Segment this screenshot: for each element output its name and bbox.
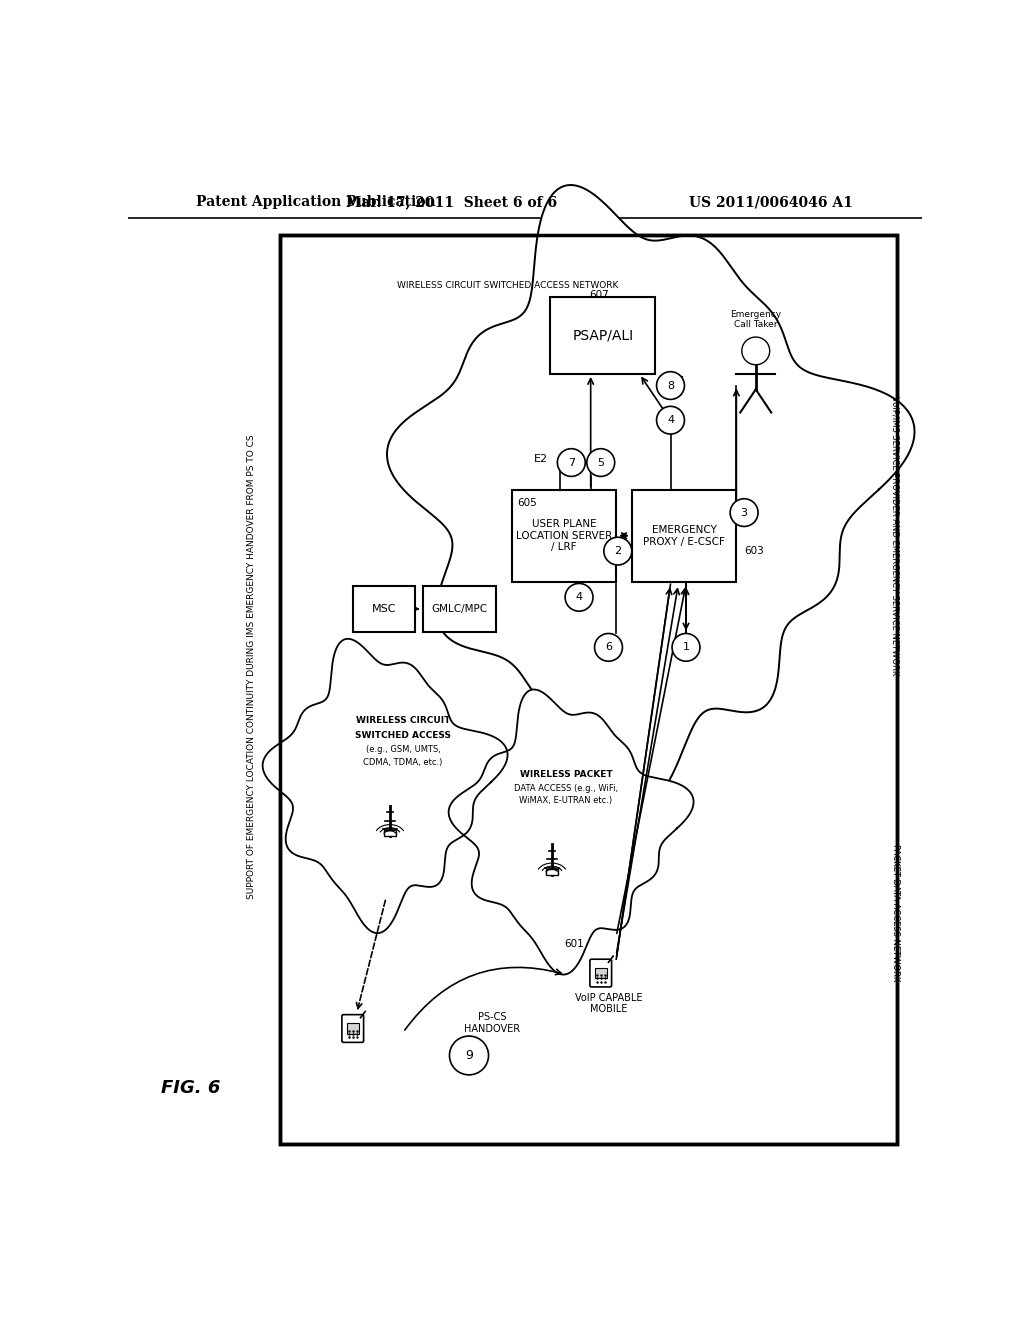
Text: 601: 601 [564, 939, 584, 949]
Text: Patent Application Publication: Patent Application Publication [197, 195, 436, 210]
Text: Emergency
Call Taker: Emergency Call Taker [730, 310, 781, 330]
Text: MOBILE: MOBILE [590, 1005, 627, 1014]
Bar [550, 297, 655, 374]
Text: 6: 6 [605, 643, 612, 652]
Text: FIG. 6: FIG. 6 [161, 1078, 220, 1097]
Circle shape [450, 1036, 488, 1074]
Polygon shape [262, 639, 508, 933]
Text: PSAP/ALI: PSAP/ALI [572, 329, 633, 342]
Text: 8: 8 [667, 380, 674, 391]
Circle shape [557, 449, 586, 477]
Text: USER PLANE
LOCATION SERVER
/ LRF: USER PLANE LOCATION SERVER / LRF [516, 519, 612, 552]
Circle shape [595, 634, 623, 661]
Polygon shape [387, 185, 914, 810]
Text: WIRELESS CIRCUIT: WIRELESS CIRCUIT [356, 715, 451, 725]
Bar [352, 586, 415, 632]
Text: PACKET DATA ACCESS NETWORK: PACKET DATA ACCESS NETWORK [891, 845, 900, 982]
Bar [512, 490, 616, 582]
Bar [546, 869, 558, 875]
Text: WIRELESS CIRCUIT SWITCHED ACCESS NETWORK: WIRELESS CIRCUIT SWITCHED ACCESS NETWORK [397, 281, 618, 290]
Text: 5: 5 [597, 458, 604, 467]
Circle shape [741, 337, 770, 364]
Text: DATA ACCESS (e.g., WiFi,: DATA ACCESS (e.g., WiFi, [514, 784, 617, 793]
Text: WiMAX, E-UTRAN etc.): WiMAX, E-UTRAN etc.) [519, 796, 612, 805]
Text: SWITCHED ACCESS: SWITCHED ACCESS [355, 731, 452, 741]
Bar [280, 235, 897, 1144]
Circle shape [656, 372, 684, 400]
Bar [384, 830, 396, 836]
Circle shape [565, 583, 593, 611]
Text: CDMA, TDMA, etc.): CDMA, TDMA, etc.) [364, 758, 442, 767]
FancyBboxPatch shape [590, 960, 611, 987]
Text: EMERGENCY
PROXY / E-CSCF: EMERGENCY PROXY / E-CSCF [643, 525, 725, 546]
Bar [632, 490, 736, 582]
Text: SUPPORT OF EMERGENCY LOCATION CONTINUITY DURING IMS EMERGENCY HANDOVER FROM PS T: SUPPORT OF EMERGENCY LOCATION CONTINUITY… [248, 434, 256, 899]
Text: Mar. 17, 2011  Sheet 6 of 6: Mar. 17, 2011 Sheet 6 of 6 [346, 195, 557, 210]
Text: 7: 7 [567, 458, 574, 467]
Text: GMLC/MPC: GMLC/MPC [431, 603, 487, 614]
Circle shape [656, 407, 684, 434]
Polygon shape [449, 689, 693, 974]
Bar [595, 968, 607, 978]
Text: 9: 9 [465, 1049, 473, 1063]
Circle shape [604, 537, 632, 565]
Text: E2: E2 [534, 454, 548, 463]
Text: US 2011/0064046 A1: US 2011/0064046 A1 [689, 195, 853, 210]
Text: 605: 605 [517, 499, 538, 508]
Text: 4: 4 [575, 593, 583, 602]
Text: 1: 1 [683, 643, 689, 652]
Bar [423, 586, 496, 632]
Text: 4: 4 [667, 416, 674, 425]
Bar [280, 235, 897, 1144]
Text: PS-CS: PS-CS [478, 1012, 507, 1022]
Circle shape [730, 499, 758, 527]
Text: 607: 607 [589, 290, 608, 301]
Circle shape [672, 634, 700, 661]
Text: VoIP CAPABLE: VoIP CAPABLE [574, 993, 642, 1003]
Text: (e.g., GSM, UMTS,: (e.g., GSM, UMTS, [366, 746, 440, 754]
Text: MSC: MSC [372, 603, 396, 614]
Text: 603: 603 [744, 546, 764, 556]
Text: 2: 2 [614, 546, 622, 556]
Circle shape [587, 449, 614, 477]
Text: VoIP/IMS SERVICE PROVIDER AND EMERGENCY SERVICE NETWORK: VoIP/IMS SERVICE PROVIDER AND EMERGENCY … [891, 396, 900, 676]
Bar [346, 1023, 359, 1034]
Text: HANDOVER: HANDOVER [464, 1023, 520, 1034]
Text: WIRELESS PACKET: WIRELESS PACKET [519, 770, 612, 779]
FancyBboxPatch shape [342, 1015, 364, 1043]
Text: 3: 3 [740, 508, 748, 517]
